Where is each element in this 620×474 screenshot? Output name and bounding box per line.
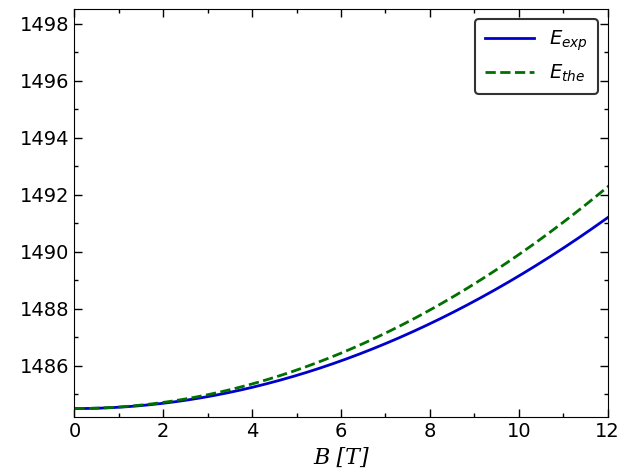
- $E_{exp}$: [316, 365, 323, 371]
- $E_{the}$: [127, 403, 135, 409]
- $E_{the}$: [452, 292, 459, 298]
- $E_{exp}$: [127, 403, 135, 409]
- $E_{the}$: [504, 259, 511, 265]
- Legend: $E_{exp}$, $E_{the}$: $E_{exp}$, $E_{the}$: [476, 19, 598, 94]
- $E_{exp}$: [295, 372, 303, 377]
- Line: $E_{the}$: $E_{the}$: [74, 168, 620, 409]
- $E_{exp}$: [452, 308, 459, 314]
- $E_{the}$: [295, 366, 303, 372]
- Line: $E_{exp}$: $E_{exp}$: [74, 201, 620, 409]
- $E_{exp}$: [71, 406, 78, 411]
- $E_{the}$: [71, 406, 78, 411]
- $E_{exp}$: [504, 280, 511, 285]
- $E_{the}$: [316, 359, 323, 365]
- $E_{exp}$: [514, 274, 521, 280]
- X-axis label: B [T]: B [T]: [313, 447, 369, 468]
- $E_{the}$: [514, 253, 521, 258]
